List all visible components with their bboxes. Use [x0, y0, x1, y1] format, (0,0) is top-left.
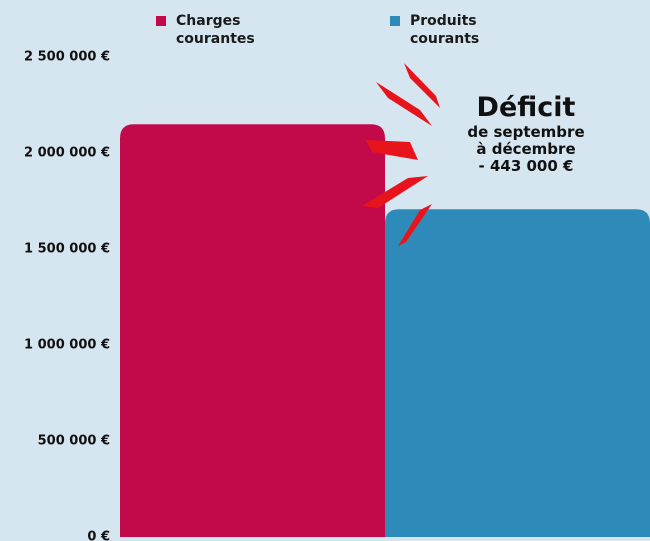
legend-item: Produits courants: [390, 12, 520, 48]
legend-label: Produits courants: [410, 13, 480, 47]
legend-swatch: [156, 16, 166, 26]
annotation: Déficit de septembre à décembre - 443 00…: [436, 92, 616, 175]
y-tick-label: 2 000 000 €: [24, 146, 110, 161]
bar: [120, 124, 385, 537]
y-tick-label: 1 500 000 €: [24, 242, 110, 257]
burst: [362, 63, 440, 246]
annotation-line: de septembre: [467, 123, 585, 141]
y-tick-label: 1 000 000 €: [24, 338, 110, 353]
y-tick-label: 0 €: [87, 530, 110, 541]
annotation-line: - 443 000 €: [478, 157, 574, 175]
y-tick-label: 500 000 €: [38, 434, 110, 449]
legend-item: Charges courantes: [156, 12, 286, 48]
bar: [385, 209, 650, 538]
y-tick-label: 2 500 000 €: [24, 50, 110, 65]
legend-swatch: [390, 16, 400, 26]
annotation-title: Déficit: [476, 92, 576, 123]
legend-label: Charges courantes: [176, 13, 255, 47]
annotation-line: à décembre: [476, 140, 576, 158]
